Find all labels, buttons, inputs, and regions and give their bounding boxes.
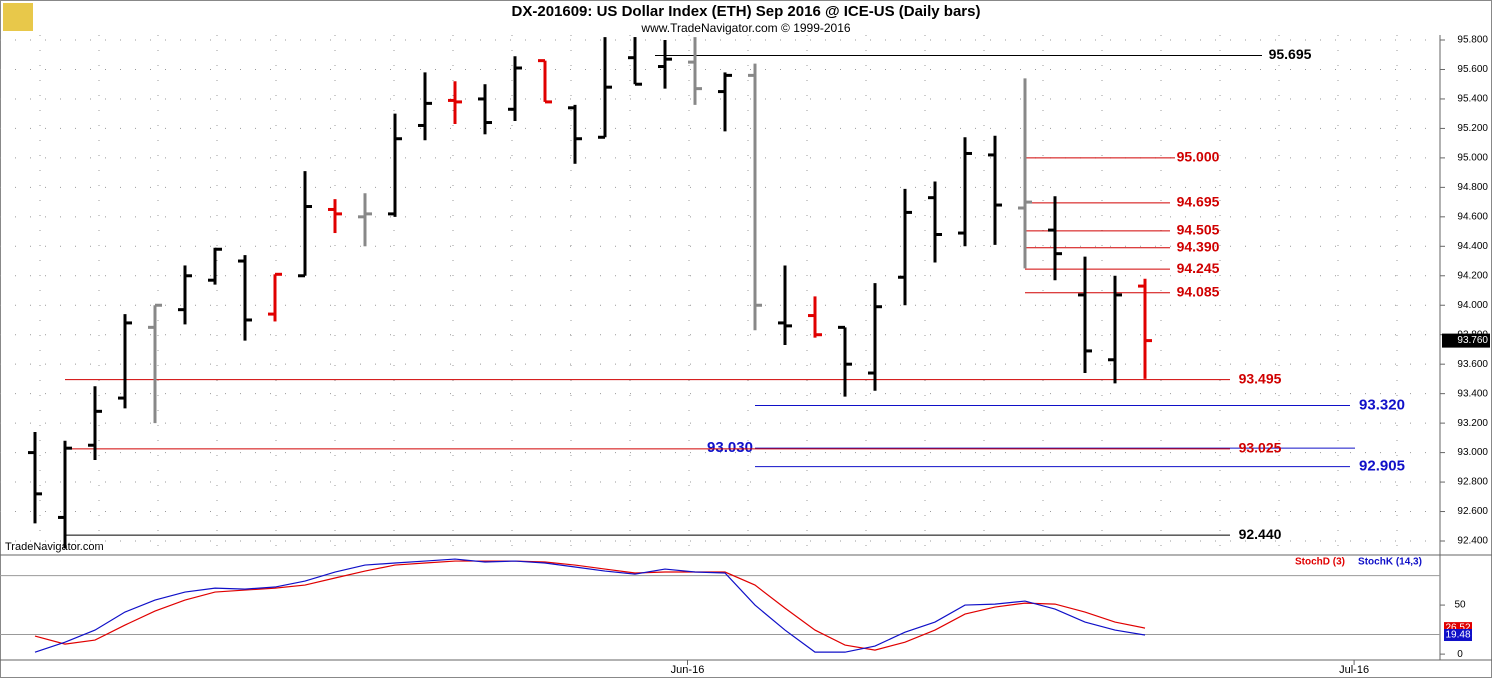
y-tick-label: 94.800 bbox=[1457, 182, 1488, 193]
legend-entry: StochD (3) bbox=[1295, 557, 1345, 568]
stoch-line bbox=[34, 560, 1146, 651]
last-value-label: 19.48 bbox=[1445, 630, 1470, 641]
level-label: 94.085 bbox=[1177, 283, 1220, 299]
level-label: 93.030 bbox=[707, 439, 753, 456]
chart-title: DX-201609: US Dollar Index (ETH) Sep 201… bbox=[512, 3, 981, 20]
legend-entry: StochK (14,3) bbox=[1358, 557, 1422, 568]
y-tick-label: 95.200 bbox=[1457, 123, 1488, 134]
last-price-box bbox=[1442, 333, 1490, 348]
y-tick-label: 93.200 bbox=[1457, 418, 1488, 429]
level-label: 95.695 bbox=[1269, 46, 1312, 62]
level-label: 93.320 bbox=[1359, 396, 1405, 413]
level-label: 94.505 bbox=[1177, 222, 1220, 238]
y-tick-label: 95.600 bbox=[1457, 64, 1488, 75]
y-tick-label: 95.400 bbox=[1457, 94, 1488, 105]
y-tick-label: 94.600 bbox=[1457, 211, 1488, 222]
y-tick-label: 94.200 bbox=[1457, 270, 1488, 281]
y-tick-label: 0 bbox=[1457, 649, 1463, 660]
level-label: 93.025 bbox=[1239, 440, 1282, 456]
y-tick-label: 92.400 bbox=[1457, 536, 1488, 547]
logo bbox=[3, 3, 33, 31]
level-label: 92.440 bbox=[1239, 526, 1282, 542]
level-label: 93.495 bbox=[1239, 370, 1282, 386]
last-value-box bbox=[1444, 629, 1472, 642]
y-tick-label: 92.800 bbox=[1457, 477, 1488, 488]
y-tick-label: 50 bbox=[1454, 600, 1466, 611]
level-label: 94.390 bbox=[1177, 238, 1220, 254]
x-tick-label: Jun-16 bbox=[671, 664, 705, 676]
y-tick-label: 93.400 bbox=[1457, 388, 1488, 399]
y-tick-label: 92.600 bbox=[1457, 506, 1488, 517]
chart-subtitle: www.TradeNavigator.com © 1999-2016 bbox=[640, 21, 850, 35]
y-tick-label: 94.400 bbox=[1457, 241, 1488, 252]
level-label: 95.000 bbox=[1177, 149, 1220, 165]
last-value-label: 26.52 bbox=[1445, 623, 1470, 634]
level-label: 92.905 bbox=[1359, 458, 1405, 475]
x-tick-label: Jul-16 bbox=[1339, 664, 1369, 676]
level-label: 94.695 bbox=[1177, 194, 1220, 210]
y-tick-label: 93.600 bbox=[1457, 359, 1488, 370]
y-tick-label: 94.000 bbox=[1457, 300, 1488, 311]
y-tick-label: 95.000 bbox=[1457, 153, 1488, 164]
last-price-label: 93.760 bbox=[1457, 335, 1488, 346]
level-label: 94.245 bbox=[1177, 260, 1220, 276]
y-tick-label: 93.000 bbox=[1457, 447, 1488, 458]
watermark: TradeNavigator.com bbox=[5, 541, 104, 553]
stoch-line bbox=[34, 558, 1146, 653]
y-tick-label: 95.800 bbox=[1457, 35, 1488, 46]
